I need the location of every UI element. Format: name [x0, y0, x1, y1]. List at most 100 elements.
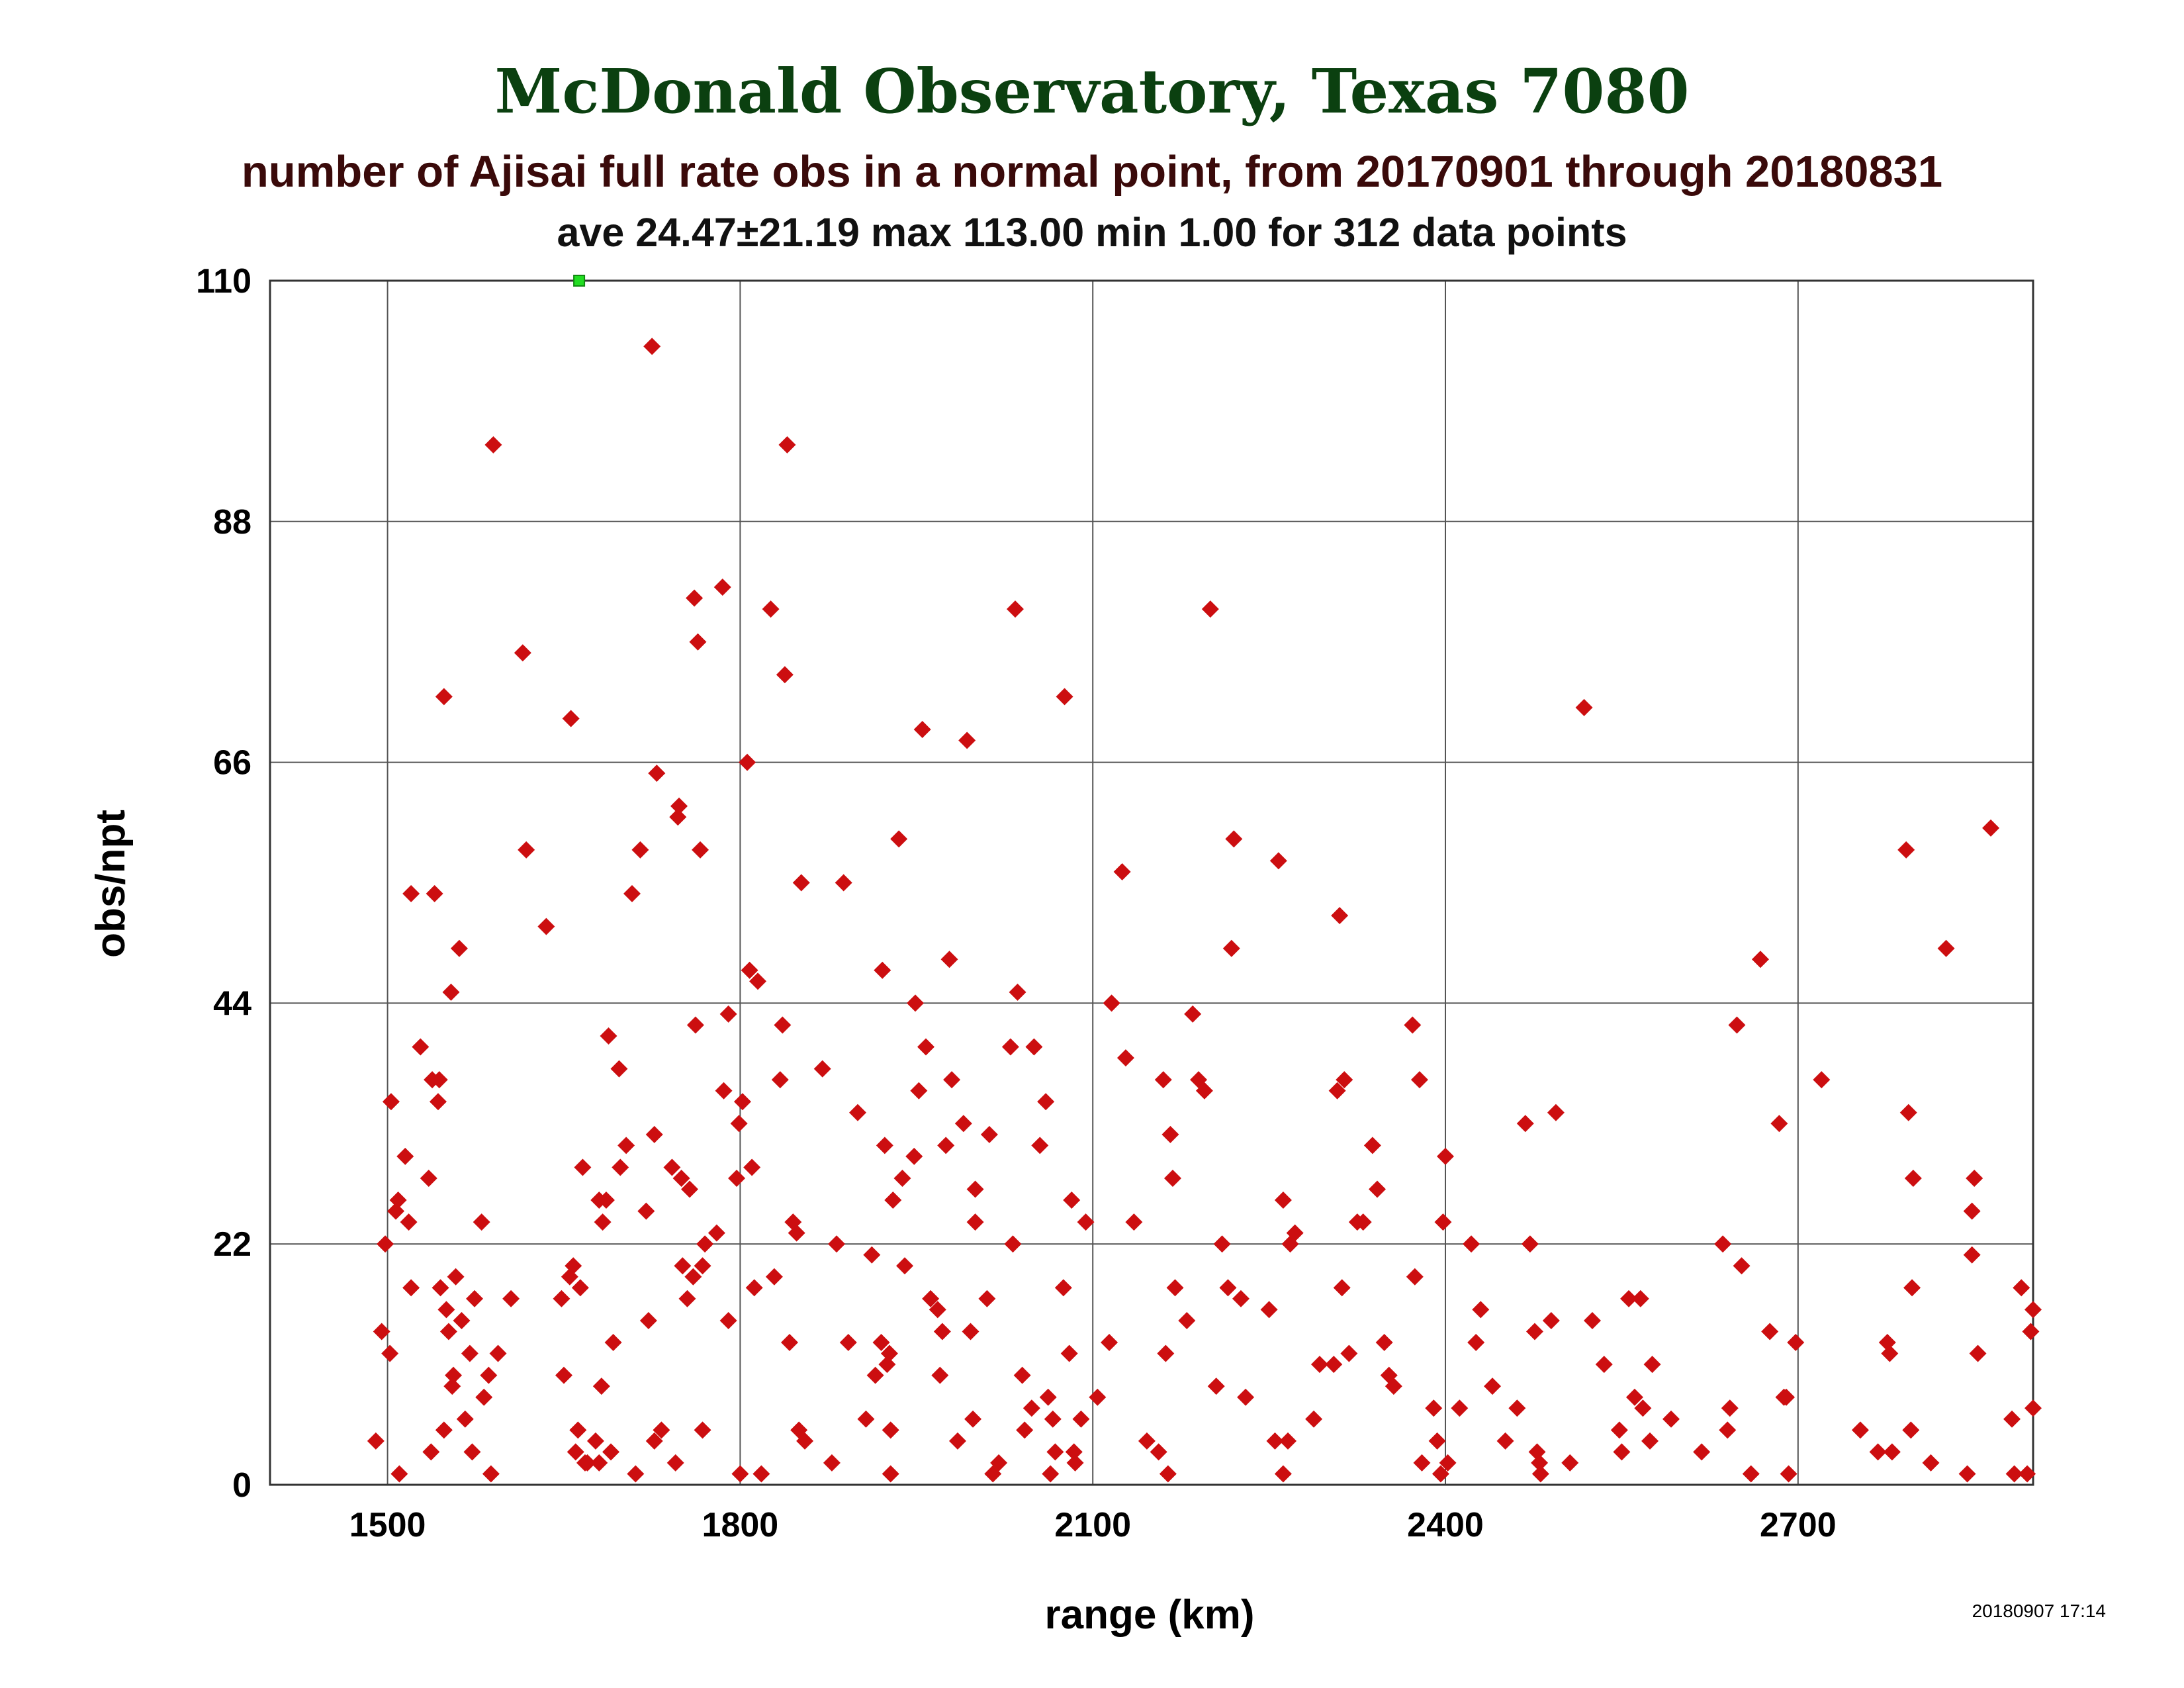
data-point	[553, 1289, 570, 1307]
data-point	[565, 1257, 582, 1275]
data-point	[1004, 1235, 1022, 1253]
data-point	[1521, 1235, 1539, 1253]
data-point	[1714, 1235, 1732, 1253]
data-point	[489, 1344, 507, 1362]
data-point	[765, 1268, 783, 1286]
data-point	[1437, 1147, 1454, 1165]
data-point	[674, 1257, 692, 1275]
data-point	[1154, 1071, 1172, 1089]
data-point	[749, 972, 767, 990]
data-point	[1413, 1454, 1431, 1472]
data-point	[689, 633, 707, 651]
data-point	[373, 1323, 390, 1340]
data-point	[1693, 1443, 1711, 1461]
data-point	[518, 841, 535, 859]
data-point	[1219, 1279, 1237, 1297]
data-point	[882, 1421, 899, 1439]
data-point	[578, 1454, 596, 1472]
data-point	[1037, 1093, 1055, 1111]
data-point	[1467, 1334, 1485, 1352]
data-point	[1354, 1213, 1372, 1231]
data-point	[1006, 600, 1024, 618]
data-point	[696, 1235, 714, 1253]
data-point	[966, 1180, 984, 1198]
data-points	[367, 275, 2042, 1483]
data-point	[980, 1125, 998, 1143]
x-tick-label: 2700	[1760, 1506, 1837, 1544]
data-point	[382, 1093, 400, 1111]
data-point	[1054, 1279, 1072, 1297]
data-point	[1044, 1410, 1062, 1428]
data-point	[435, 1421, 453, 1439]
data-point	[1425, 1399, 1443, 1417]
data-point	[933, 1323, 951, 1340]
data-point	[1922, 1454, 1940, 1472]
data-point	[422, 1443, 440, 1461]
data-point	[745, 1279, 763, 1297]
data-point	[681, 1180, 699, 1198]
data-point	[962, 1323, 979, 1340]
data-point	[484, 436, 502, 454]
x-axis-ticks: 1500 1800 2100 2400 2700	[349, 1506, 1837, 1544]
data-point	[733, 1093, 751, 1111]
data-point	[1260, 1301, 1278, 1319]
data-point	[907, 994, 925, 1012]
data-point	[686, 1016, 704, 1034]
data-point	[1463, 1235, 1480, 1253]
data-point	[502, 1289, 520, 1307]
data-point	[1662, 1410, 1680, 1428]
data-point	[445, 1366, 463, 1384]
data-point	[1610, 1421, 1628, 1439]
data-point	[1328, 1082, 1346, 1100]
data-point	[1207, 1378, 1225, 1395]
data-point	[1163, 1169, 1181, 1187]
data-point	[1778, 1388, 1796, 1406]
data-point	[694, 1257, 711, 1275]
data-point	[730, 1115, 748, 1133]
data-point	[1496, 1432, 1514, 1450]
data-point	[420, 1169, 437, 1187]
data-point	[631, 841, 649, 859]
data-point	[450, 939, 468, 957]
x-tick-label: 1800	[702, 1506, 779, 1544]
data-point	[1363, 1137, 1381, 1154]
x-tick-label: 2100	[1054, 1506, 1131, 1544]
y-axis-ticks: 0 22 44 66 88 110	[196, 262, 251, 1505]
data-point	[1009, 983, 1026, 1001]
data-point	[943, 1071, 961, 1089]
data-point	[1733, 1257, 1751, 1275]
data-point	[1150, 1443, 1167, 1461]
outlier-point	[573, 275, 586, 287]
data-point	[1613, 1443, 1631, 1461]
data-point	[863, 1246, 881, 1264]
data-point	[627, 1465, 645, 1483]
data-point	[835, 874, 852, 892]
data-point	[686, 589, 704, 607]
data-point	[1525, 1323, 1543, 1340]
data-point	[1966, 1169, 1983, 1187]
data-point	[482, 1465, 500, 1483]
data-point	[743, 1158, 761, 1176]
data-point	[1042, 1465, 1060, 1483]
data-point	[1620, 1289, 1638, 1307]
data-point	[1023, 1399, 1040, 1417]
data-point	[931, 1366, 949, 1384]
data-point	[1719, 1421, 1737, 1439]
data-point	[958, 731, 976, 749]
data-point	[562, 710, 580, 727]
data-point	[567, 1443, 584, 1461]
data-point	[1325, 1356, 1343, 1374]
data-point	[2025, 1399, 2042, 1417]
data-point	[1201, 600, 1219, 618]
data-point	[707, 1224, 725, 1242]
data-point	[849, 1103, 866, 1121]
plot-frame	[269, 279, 2034, 1486]
data-point	[653, 1421, 670, 1439]
data-point	[1634, 1399, 1652, 1417]
data-point	[715, 1082, 733, 1100]
data-point	[442, 983, 460, 1001]
data-point	[670, 797, 688, 815]
data-point	[893, 1169, 911, 1187]
data-point	[1404, 1016, 1422, 1034]
data-point	[778, 436, 796, 454]
